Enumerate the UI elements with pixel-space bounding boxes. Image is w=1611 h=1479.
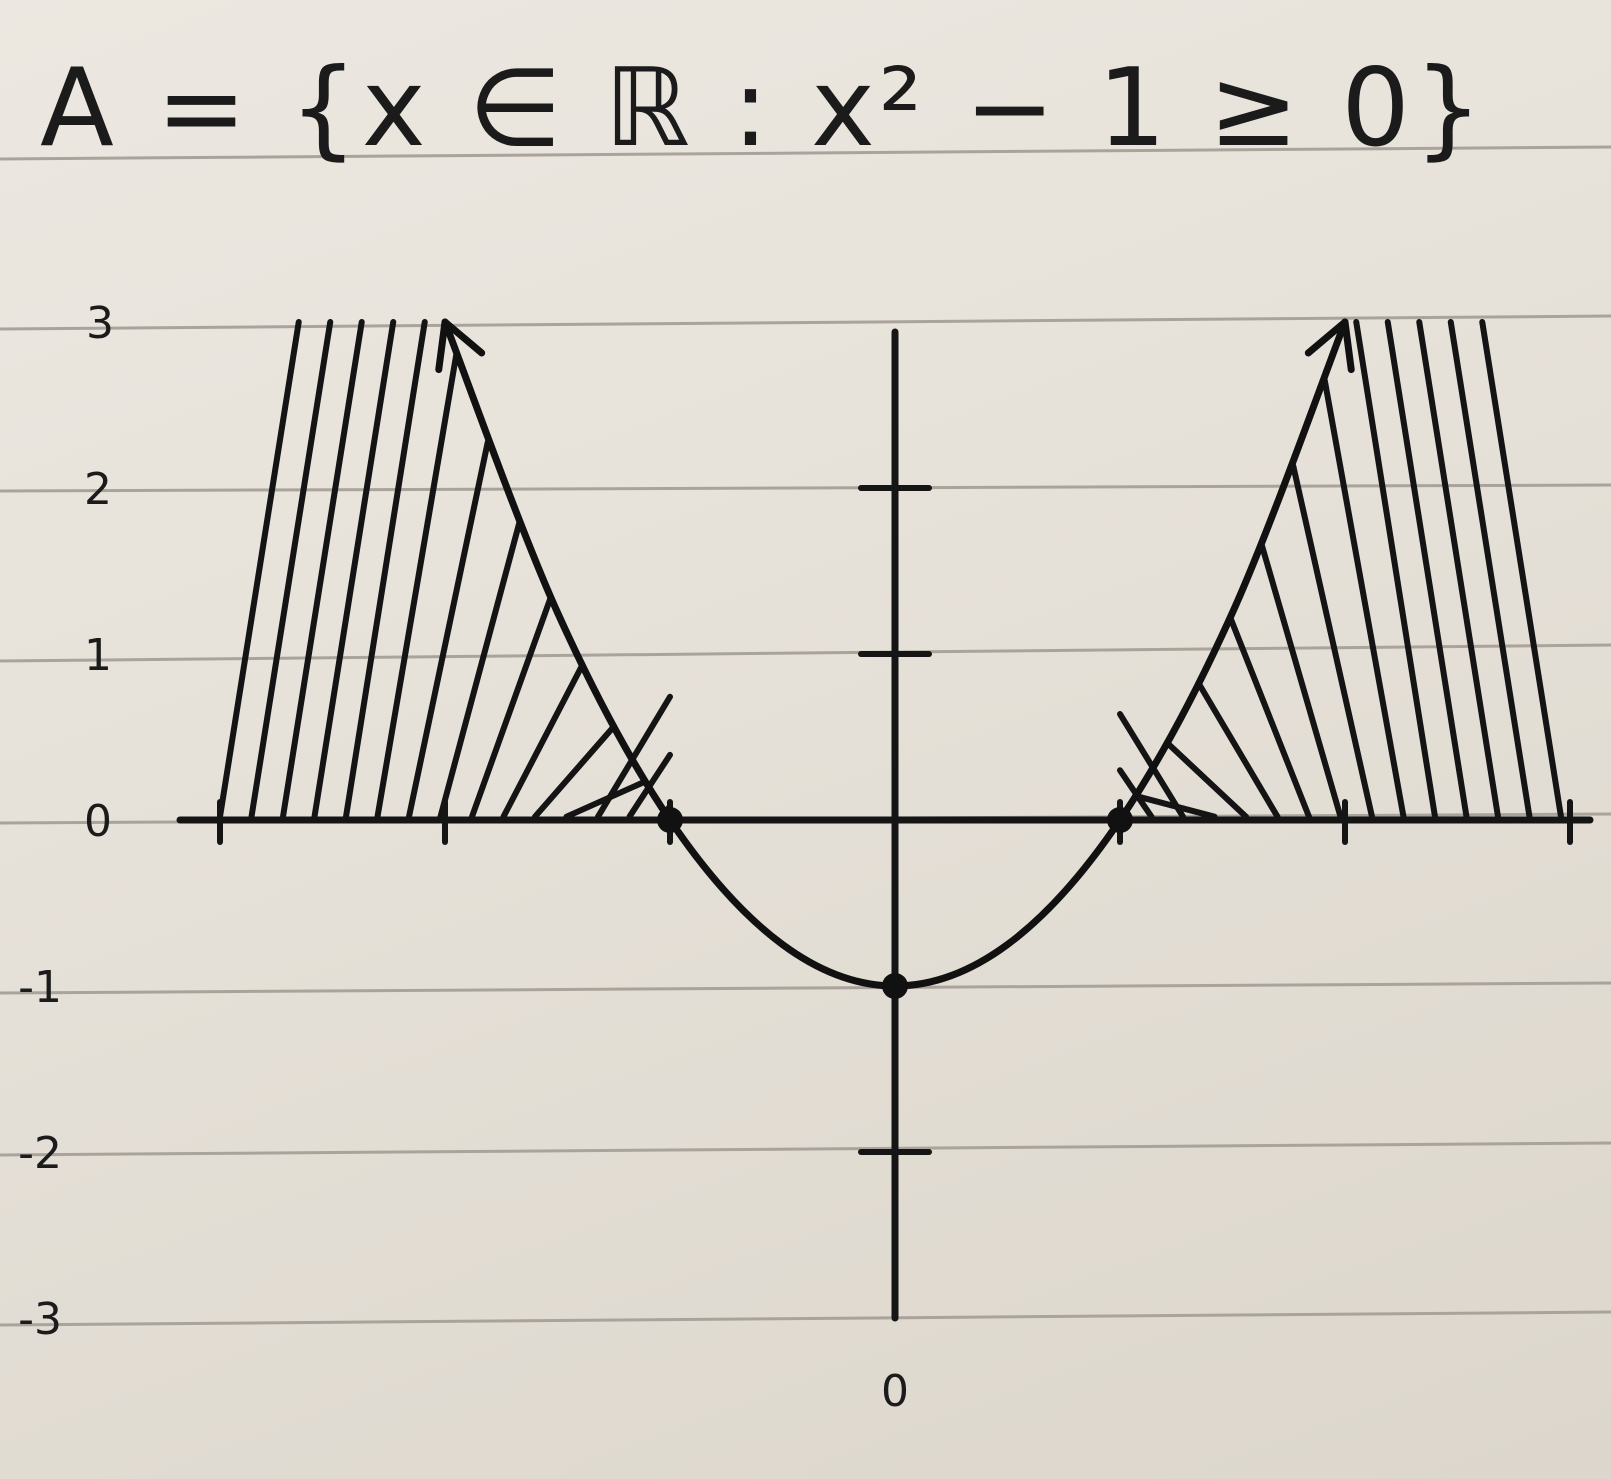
ruled-line: [0, 1141, 1611, 1157]
hatch-stroke: [406, 439, 491, 820]
hatch-stroke: [469, 594, 554, 820]
ruled-line: [0, 643, 1611, 663]
hatch-stroke: [437, 520, 523, 820]
ruled-line: [0, 981, 1611, 995]
hatch-stroke: [343, 319, 428, 820]
y-tick-label: 0: [84, 796, 112, 847]
hatch-stroke: [1164, 739, 1249, 820]
marked-point: [1107, 807, 1133, 833]
hatch-stroke: [532, 723, 617, 820]
arrowhead: [1304, 318, 1355, 374]
arrowhead: [435, 318, 486, 374]
hatch-stroke: [374, 351, 460, 820]
ruled-line: [0, 145, 1611, 161]
y-tick-label: -2: [18, 1128, 62, 1179]
hatch-stroke: [217, 319, 302, 820]
hatch-stroke: [1479, 319, 1564, 820]
y-tick-label: 3: [86, 298, 114, 349]
shaded-region-left: [217, 319, 673, 820]
hatch-stroke: [1447, 319, 1533, 820]
y-tick-label: 2: [84, 464, 112, 515]
ruled-line: [0, 1310, 1611, 1327]
y-tick-label: -3: [18, 1294, 62, 1345]
hatch-stroke: [280, 319, 365, 820]
hatch-stroke: [1227, 614, 1312, 820]
hatch-stroke: [1384, 319, 1470, 820]
marked-points: [657, 807, 1133, 999]
curve-arrowheads: [435, 318, 1355, 374]
tick-labels: 3 2 1 0 -1 -2 -3 0: [18, 298, 909, 1417]
ruled-line: [0, 483, 1611, 493]
hatch-stroke: [1195, 680, 1281, 820]
chart-title: A = {x ∈ ℝ : x² − 1 ≥ 0}: [40, 46, 1487, 171]
hatch-stroke: [311, 319, 397, 820]
ruled-line: [0, 314, 1611, 331]
hatch-stroke: [500, 662, 586, 820]
hatch-stroke: [1290, 462, 1375, 820]
hatch-stroke: [248, 319, 334, 820]
hatch-stroke: [1353, 319, 1438, 820]
y-tick-label: 1: [84, 630, 112, 681]
ruled-lines: [0, 145, 1611, 1327]
marked-point: [882, 973, 908, 999]
hatch-stroke: [1132, 792, 1218, 820]
hatch-stroke: [1321, 377, 1407, 820]
hatch-stroke: [1258, 541, 1344, 820]
x-tick-label: 0: [881, 1366, 909, 1417]
y-tick-label: -1: [18, 962, 62, 1013]
hatch-stroke: [1416, 319, 1501, 820]
marked-point: [657, 807, 683, 833]
shaded-region-right: [1117, 319, 1564, 820]
